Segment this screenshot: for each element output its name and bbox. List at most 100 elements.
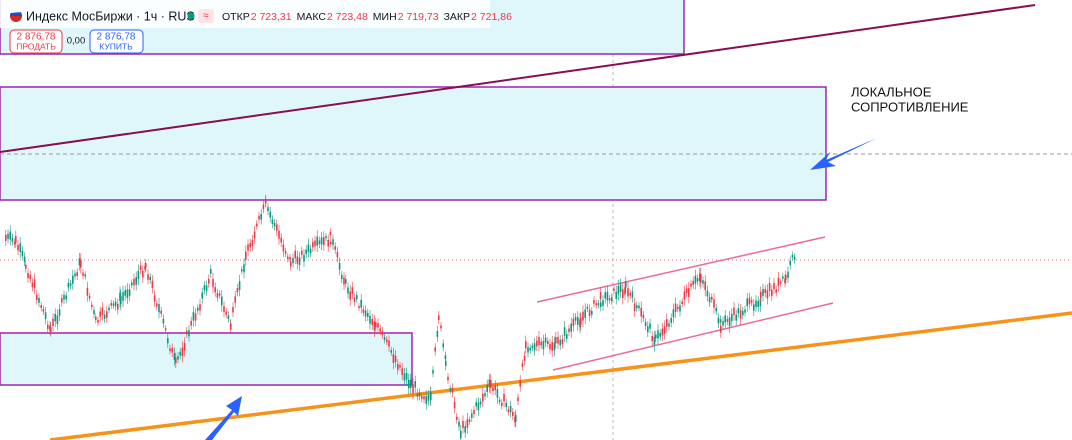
candle-body — [582, 311, 584, 321]
candle-body — [144, 266, 146, 270]
candle-body — [685, 288, 688, 293]
candle-body — [25, 264, 27, 269]
candle-body — [482, 393, 484, 402]
candle-body — [484, 393, 486, 397]
candle-body — [399, 365, 401, 368]
candle-body — [593, 300, 595, 304]
candle-body — [627, 288, 629, 297]
candle-body — [58, 309, 61, 316]
arrow — [205, 396, 242, 440]
candle-body — [27, 273, 29, 279]
candle-body — [460, 430, 462, 439]
candle-body — [586, 306, 589, 309]
candle-body — [458, 421, 460, 427]
candle-body — [434, 347, 436, 352]
candle-body — [290, 262, 292, 267]
candle-body — [334, 246, 336, 250]
candle-body — [360, 299, 362, 308]
candle-body — [214, 287, 216, 293]
candle-body — [722, 321, 724, 326]
buy-button[interactable] — [89, 29, 144, 54]
candle-body — [777, 277, 780, 286]
candle-body — [608, 298, 611, 301]
candle-body — [82, 272, 84, 276]
candle-body — [584, 309, 586, 318]
candle-body — [175, 357, 177, 364]
candle-body — [733, 307, 735, 315]
candle-body — [126, 289, 129, 298]
candle-body — [120, 295, 122, 305]
candle-body — [427, 395, 430, 401]
candle-body — [700, 273, 702, 283]
candle-body — [289, 257, 291, 260]
candle-body — [312, 242, 314, 248]
candle-body — [19, 243, 21, 252]
candle-body — [216, 293, 219, 298]
candle-body — [282, 244, 285, 252]
candle-body — [392, 354, 395, 363]
badge-icon: ≈ — [203, 11, 209, 22]
candle-body — [791, 254, 794, 258]
candle-body — [679, 305, 681, 312]
candle-body — [97, 320, 99, 323]
candle-body — [688, 288, 690, 297]
candle-body — [142, 270, 144, 278]
candle-body — [356, 295, 358, 300]
candle-body — [444, 355, 447, 359]
candle-body — [677, 307, 679, 310]
candle-body — [617, 285, 620, 295]
candle-body — [549, 343, 551, 350]
candle-body — [9, 231, 11, 240]
candle-body — [527, 347, 529, 353]
candle-body — [642, 314, 645, 319]
candle-body — [251, 239, 254, 247]
candle-body — [72, 275, 74, 284]
candle-body — [547, 340, 549, 345]
candle-body — [651, 335, 653, 342]
candle-body — [542, 340, 545, 350]
candle-body — [602, 300, 604, 306]
candle-body — [323, 237, 325, 246]
candle-body — [314, 240, 316, 247]
candle-body — [362, 309, 365, 313]
candle-body — [353, 297, 356, 302]
candle-body — [720, 325, 722, 333]
candle-body — [726, 319, 729, 322]
candle-body — [212, 278, 214, 288]
candle-body — [65, 295, 67, 300]
candle-body — [631, 291, 634, 298]
candle-body — [249, 243, 251, 248]
candle-body — [577, 317, 579, 325]
candle-body — [227, 315, 230, 319]
candle-body — [436, 330, 439, 337]
candle-body — [383, 337, 386, 340]
candle-body — [713, 299, 715, 308]
candle-body — [388, 340, 390, 347]
candle-body — [453, 401, 456, 409]
candle-body — [241, 269, 243, 272]
candle-body — [122, 292, 124, 301]
sell-button[interactable] — [9, 29, 63, 54]
ohlc: ОТКР 2 723,31 МАКС 2 723,48 МИН 2 719,73 ЗАКР 2… — [222, 11, 512, 23]
candle-body — [509, 405, 512, 413]
candle-body — [341, 274, 343, 280]
candle-body — [501, 402, 503, 406]
arrow — [810, 138, 877, 170]
candle-body — [349, 291, 351, 300]
candle-body — [566, 334, 568, 339]
candle-body — [186, 330, 188, 335]
candle-body — [267, 207, 269, 212]
candle-body — [91, 304, 93, 308]
candle-body — [739, 310, 742, 319]
candle-body — [258, 215, 260, 220]
candle-body — [521, 363, 524, 367]
candle-body — [423, 396, 425, 400]
candle-body — [640, 307, 642, 317]
candle-body — [717, 317, 720, 324]
candle-body — [416, 392, 419, 397]
candle-body — [657, 330, 659, 339]
candle-body — [412, 384, 414, 394]
candle-body — [181, 347, 184, 357]
candle-body — [699, 273, 701, 282]
candle-body — [278, 230, 280, 239]
